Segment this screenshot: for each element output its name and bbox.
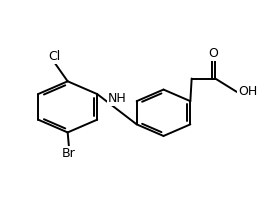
- Text: NH: NH: [107, 92, 126, 105]
- Text: OH: OH: [238, 85, 258, 98]
- Text: Cl: Cl: [48, 50, 61, 63]
- Text: O: O: [209, 48, 218, 60]
- Text: Br: Br: [62, 147, 76, 160]
